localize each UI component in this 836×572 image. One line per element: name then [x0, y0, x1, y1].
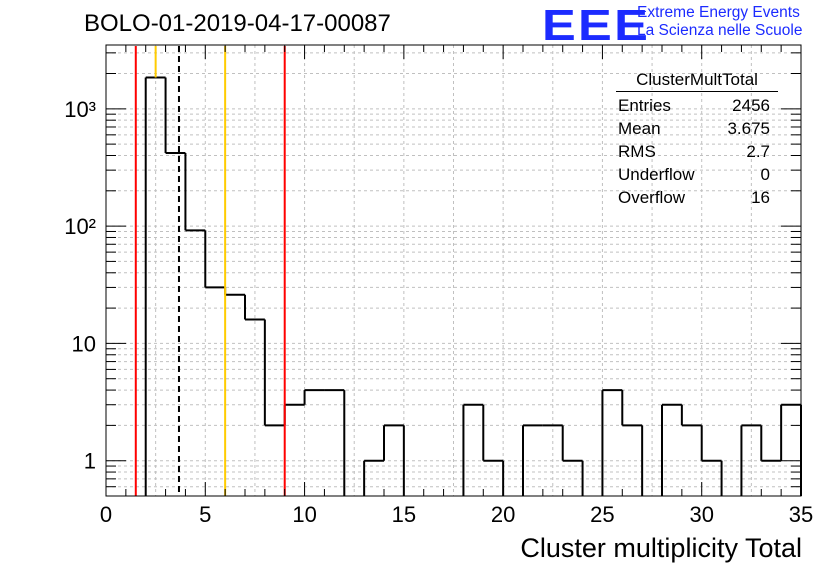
y-tick-label: 10³: [64, 97, 96, 122]
y-tick-label: 1: [84, 449, 96, 474]
stats-value: 0: [760, 165, 770, 184]
stats-value: 3.675: [727, 119, 770, 138]
stats-value: 2.7: [746, 142, 770, 161]
stats-label: Underflow: [618, 165, 695, 184]
stats-value: 16: [751, 188, 770, 207]
x-tick-label: 10: [292, 502, 316, 527]
logo-caption: Extreme Energy Events La Scienza nelle S…: [637, 4, 802, 40]
stats-title: ClusterMultTotal: [616, 70, 778, 92]
x-tick-label: 35: [789, 502, 813, 527]
stats-row-rms: RMS 2.7: [608, 140, 778, 163]
stats-row-entries: Entries 2456: [608, 94, 778, 117]
reference-lines: [134, 46, 286, 496]
stats-row-overflow: Overflow 16: [608, 186, 778, 209]
chart-title: BOLO-01-2019-04-17-00087: [84, 10, 391, 37]
stats-row-mean: Mean 3.675: [608, 117, 778, 140]
x-tick-label: 5: [199, 502, 211, 527]
y-tick-label: 10: [72, 331, 96, 356]
stats-label: Mean: [618, 119, 661, 138]
x-tick-label: 20: [491, 502, 515, 527]
stats-row-underflow: Underflow 0: [608, 163, 778, 186]
logo-line-2: La Scienza nelle Scuole: [637, 22, 803, 39]
x-axis-label: Cluster multiplicity Total: [520, 533, 802, 563]
stats-box: ClusterMultTotal Entries 2456 Mean 3.675…: [608, 70, 778, 209]
x-tick-label: 15: [392, 502, 416, 527]
stats-value: 2456: [732, 96, 770, 115]
stats-label: Entries: [618, 96, 671, 115]
stats-label: Overflow: [618, 188, 686, 207]
histogram-bars: [144, 76, 802, 496]
tick-labels: 0 5 10 15 20 25 30 35 1 10 10² 10³: [64, 97, 813, 527]
eee-logo: EEE: [542, 1, 651, 50]
x-tick-label: 0: [100, 502, 112, 527]
x-tick-label: 30: [689, 502, 713, 527]
y-tick-label: 10²: [64, 214, 96, 239]
stats-label: RMS: [618, 142, 656, 161]
x-tick-label: 25: [590, 502, 614, 527]
plot-frame: [105, 44, 802, 497]
logo-line-1: Extreme Energy Events: [637, 4, 800, 21]
axis-ticks: [105, 45, 802, 497]
